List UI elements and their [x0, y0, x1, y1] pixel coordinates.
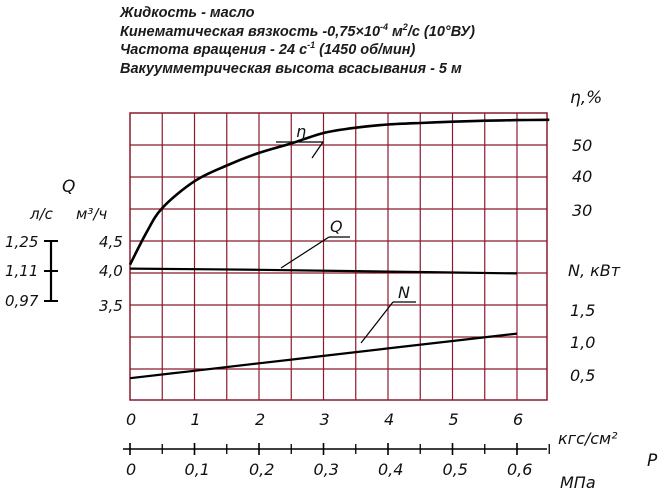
x-primary-tick-label: 4	[384, 410, 394, 429]
n-tick-1-0: 1,0	[570, 333, 595, 352]
n-curve	[129, 332, 518, 380]
n-leader-line	[360, 301, 394, 344]
q-ls-tick-3: 0,97	[5, 292, 39, 310]
q-m3h-tick-3: 3,5	[99, 297, 123, 315]
x-primary-tick-labels: 0 1 2 3 4 5 6	[126, 410, 523, 429]
q-leader-line	[280, 236, 330, 269]
n-series-label: N	[398, 283, 410, 302]
q-unit-ls: л/с	[29, 205, 54, 223]
x-primary-unit: кгс/см²	[558, 429, 618, 448]
plot-frame	[129, 112, 548, 401]
plot-grid	[130, 113, 547, 400]
x-secondary-ticks: 0 0,1 0,2 0,3 0,4 0,5 0,6	[126, 443, 550, 479]
n-tick-0-5: 0,5	[570, 366, 595, 385]
q-m3h-tick-2: 4,0	[99, 262, 123, 280]
eta-series-label: η	[296, 122, 306, 141]
eta-leader-line	[311, 141, 324, 159]
header-line-viscosity: Кинематическая вязкость -0,75×10-4 м2/с …	[120, 21, 475, 40]
eta-axis-label: η,%	[570, 88, 602, 108]
x-secondary-tick-label: 0,4	[378, 460, 403, 479]
x-secondary-tick-label: 0,5	[443, 460, 468, 479]
q-curve	[129, 267, 518, 275]
x-secondary-tick-label: 0	[126, 460, 136, 479]
chart-header: Жидкость - масло Кинематическая вязкость…	[120, 4, 475, 78]
x-primary-tick-label: 0	[126, 410, 136, 429]
eta-tick-50: 50	[572, 136, 592, 155]
pressure-axis-label: P	[647, 451, 658, 471]
n-axis-label: N, кВт	[568, 261, 621, 280]
eta-tick-30: 30	[572, 201, 592, 220]
x-primary-tick-label: 1	[191, 410, 201, 429]
header-line-liquid: Жидкость - масло	[120, 5, 255, 21]
q-series-label: Q	[330, 217, 343, 236]
eta-curve	[128, 118, 550, 266]
x-primary-tick-label: 2	[255, 410, 265, 429]
x-secondary-tick-label: 0,2	[249, 460, 274, 479]
x-secondary-tick-label: 0,6	[507, 460, 532, 479]
header-line-suction: Вакуумметрическая высота всасывания - 5 …	[120, 60, 462, 77]
n-tick-1-5: 1,5	[570, 301, 595, 320]
x-primary-tick-label: 3	[320, 410, 330, 429]
header-line-speed: Частота вращения - 24 с-1 (1450 об/мин)	[120, 40, 416, 58]
x-primary-tick-label: 5	[449, 410, 459, 429]
q-unit-m3h: м³/ч	[76, 205, 107, 223]
q-ls-tick-1: 1,25	[5, 233, 38, 251]
q-axis-title: Q	[62, 177, 75, 197]
q-m3h-tick-1: 4,5	[99, 233, 123, 251]
x-primary-tick-label: 6	[513, 410, 523, 429]
q-ls-tick-2: 1,11	[5, 262, 38, 280]
eta-tick-40: 40	[572, 167, 592, 186]
x-secondary-tick-label: 0,1	[185, 460, 210, 479]
x-secondary-tick-label: 0,3	[314, 460, 339, 479]
x-secondary-unit: МПа	[560, 473, 596, 492]
